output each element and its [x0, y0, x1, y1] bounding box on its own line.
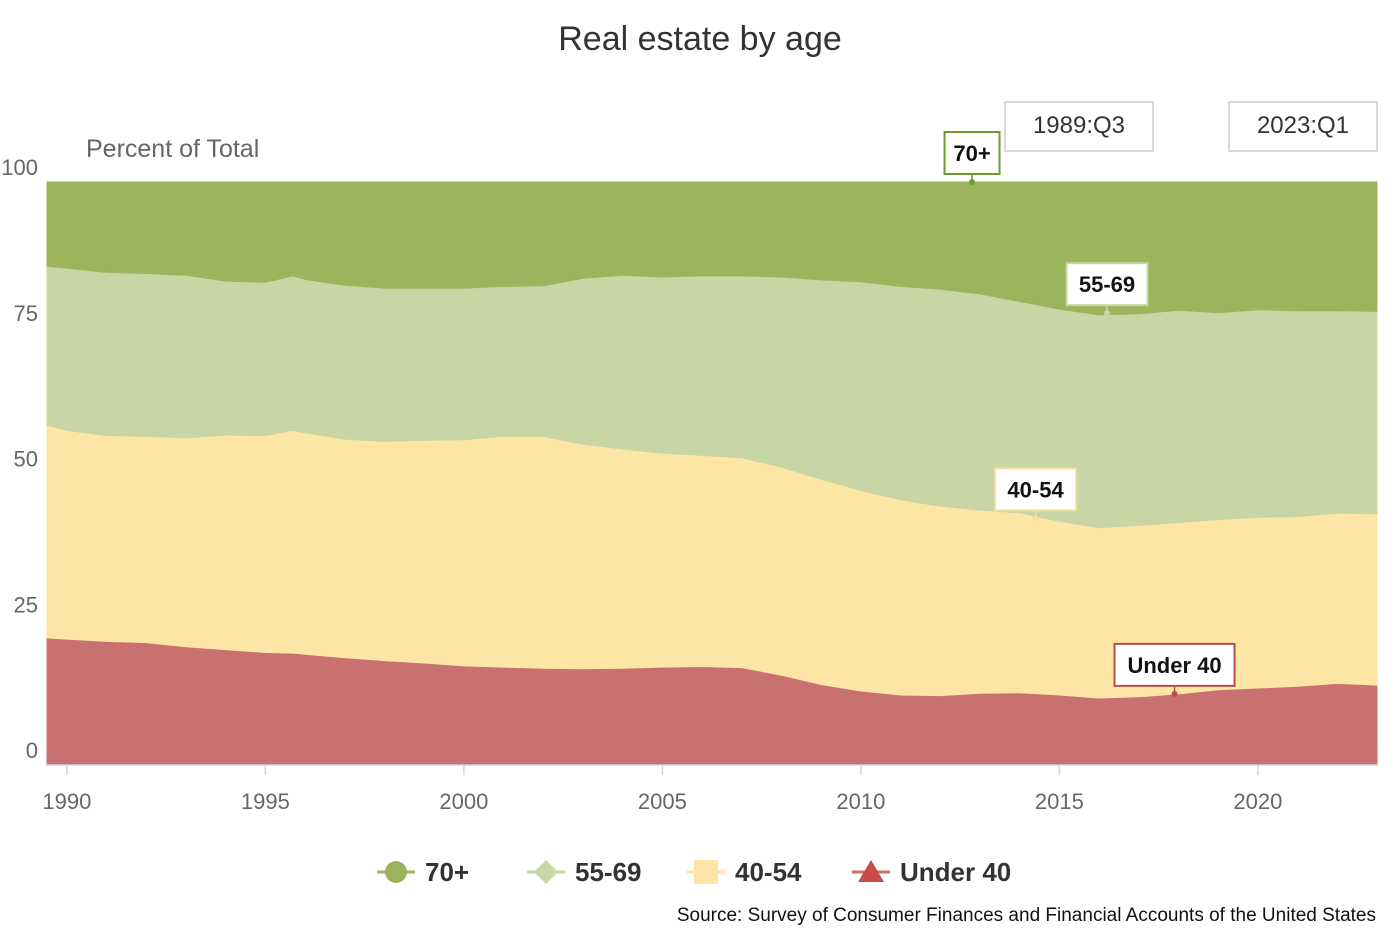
y-tick-label: 100 — [1, 155, 38, 180]
legend-item-55-69[interactable]: 55-69 — [527, 857, 642, 887]
chart-title: Real estate by age — [558, 20, 842, 58]
legend: 70+ 55-69 40-54 Under 40 — [377, 857, 1011, 887]
y-tick-label: 75 — [14, 301, 38, 326]
range-end-box[interactable]: 2023:Q1 — [1228, 101, 1378, 152]
legend-item-70+[interactable]: 70+ — [377, 857, 469, 887]
flag-under-40: Under 40 — [1113, 642, 1236, 697]
flag-box — [994, 467, 1078, 512]
flag-40-54: 40-54 — [994, 467, 1078, 522]
legend-item-under-40[interactable]: Under 40 — [852, 857, 1011, 887]
flag-label: 40-54 — [1007, 477, 1064, 502]
y-axis-label: Percent of Total — [86, 135, 259, 163]
x-tick-label: 2005 — [638, 789, 687, 814]
plot-areas — [46, 181, 1378, 766]
legend-triangle-icon — [858, 860, 884, 882]
flag-point — [1104, 310, 1111, 317]
legend-label: 55-69 — [575, 857, 642, 887]
range-start-value: 1989:Q3 — [1033, 112, 1125, 139]
y-tick-label: 50 — [14, 447, 38, 472]
x-tick-label: 2000 — [439, 789, 488, 814]
flag-55-69: 55-69 — [1065, 262, 1149, 317]
range-end-value: 2023:Q1 — [1257, 112, 1349, 139]
area-70+ — [46, 181, 1378, 316]
flag-box — [1113, 642, 1236, 687]
flag-label: Under 40 — [1127, 653, 1221, 678]
flag-point — [1032, 515, 1039, 522]
legend-item-40-54[interactable]: 40-54 — [687, 857, 802, 887]
x-tick-label: 2020 — [1233, 789, 1282, 814]
flag-70+: 70+ — [943, 131, 1001, 185]
x-tick-label: 2010 — [836, 789, 885, 814]
flag-point — [1171, 690, 1178, 697]
flag-label: 55-69 — [1079, 272, 1135, 297]
axes: 0 25 50 75 100 1990 1995 2000 2005 2010 2015 2020 — [1, 155, 1377, 814]
x-tick-label: 1990 — [42, 789, 91, 814]
flag-box — [1065, 262, 1149, 307]
x-tick-label: 2015 — [1035, 789, 1084, 814]
range-start-box[interactable]: 1989:Q3 — [1004, 101, 1154, 152]
y-tick-label: 25 — [14, 592, 38, 617]
legend-diamond-icon — [534, 860, 558, 884]
legend-circle-icon — [385, 861, 407, 883]
x-tick-label: 1995 — [241, 789, 290, 814]
y-tick-label: 0 — [26, 738, 38, 763]
legend-label: 70+ — [425, 857, 469, 887]
legend-label: 40-54 — [735, 857, 802, 887]
flag-point — [969, 179, 976, 185]
flags: 70+ 55-69 40-54 Under 40 — [943, 131, 1236, 697]
flag-label: 70+ — [953, 141, 990, 166]
source-note: Source: Survey of Consumer Finances and … — [677, 905, 1376, 926]
legend-square-icon — [694, 860, 718, 884]
legend-label: Under 40 — [900, 857, 1011, 887]
